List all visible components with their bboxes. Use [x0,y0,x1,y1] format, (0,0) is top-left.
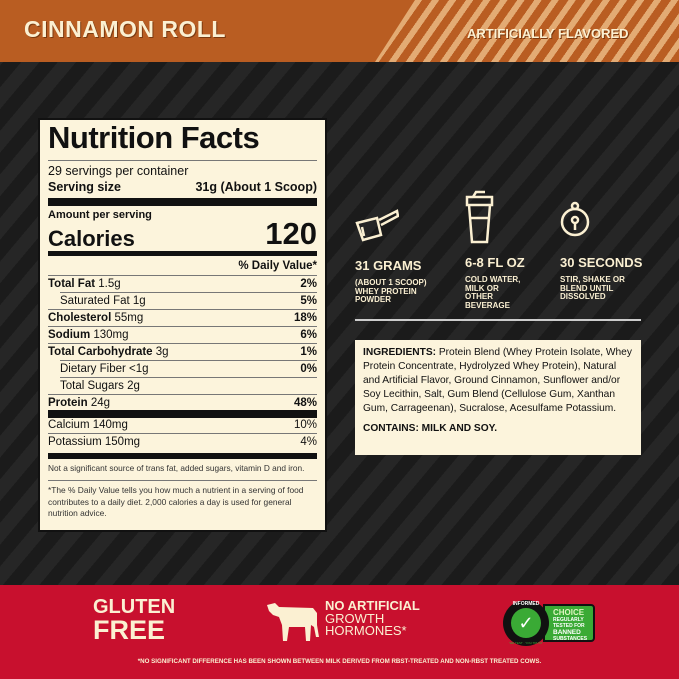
timer-icon [560,201,590,237]
nutrient-row: Saturated Fat 1g 5% [60,295,317,307]
usage-liquid: 6-8 FL OZ COLD WATER, MILK OR OTHER BEVE… [465,190,525,310]
cow-icon [267,603,319,641]
banner-stripes [375,0,679,62]
ingredients-text: INGREDIENTS: Protein Blend (Whey Protein… [363,347,632,414]
flavor-banner: CINNAMON ROLL ARTIFICIALLY FLAVORED [0,0,679,62]
allergen-statement: CONTAINS: MILK AND SOY. [363,423,498,434]
nutrition-facts-label: Nutrition Facts 29 servings per containe… [38,118,327,532]
rbst-disclaimer: *NO SIGNIFICANT DIFFERENCE HAS BEEN SHOW… [137,658,542,665]
calories: Calories 120 [48,216,317,251]
dv-header: % Daily Value* [238,260,317,272]
nutrient-row: Protein 24g 48% [48,397,317,409]
shaker-icon [465,190,494,244]
usage-time: 30 SECONDS STIR, SHAKE OR BLEND UNTIL DI… [560,198,642,302]
scoop-icon [355,209,400,242]
nutrient-row: Calcium 140mg 10% [48,419,317,431]
ingredients-box: INGREDIENTS: Protein Blend (Whey Protein… [355,340,641,455]
informed-choice-badge: CHOICE REGULARLY TESTED FOR BANNED SUBST… [503,600,595,646]
nutrient-row: Cholesterol 55mg 18% [48,312,317,324]
divider [355,319,641,321]
nutrient-row: Total Carbohydrate 3g 1% [48,346,317,358]
flavor-name: CINNAMON ROLL [24,16,226,42]
serving-size: Serving size 31g (About 1 Scoop) [48,180,317,194]
nutrient-row: Sodium 130mg 6% [48,329,317,341]
nutrient-row: Potassium 150mg 4% [48,436,317,448]
label-title: Nutrition Facts [48,120,260,155]
amount-per-serving: Amount per serving [48,209,152,221]
not-significant-note: Not a significant source of trans fat, a… [48,463,305,473]
gluten-free-badge: GLUTEN FREE [93,596,176,645]
nutrient-row: Total Sugars 2g [60,380,140,392]
nutrient-row: Total Fat 1.5g 2% [48,278,317,290]
flavor-note: ARTIFICIALLY FLAVORED [467,26,629,41]
no-hormones-badge: NO ARTIFICIAL GROWTH HORMONES* [325,598,420,638]
checkmark-icon: ✓ [511,608,541,638]
nutrient-row: Dietary Fiber <1g 0% [60,363,317,375]
daily-value-footnote: *The % Daily Value tells you how much a … [48,485,304,518]
claims-band: GLUTEN FREE NO ARTIFICIAL GROWTH HORMONES* … [0,585,679,679]
usage-scoop: 31 GRAMS (ABOUT 1 SCOOP) WHEY PROTEIN PO… [355,205,435,305]
servings: 29 servings per container [48,164,189,178]
